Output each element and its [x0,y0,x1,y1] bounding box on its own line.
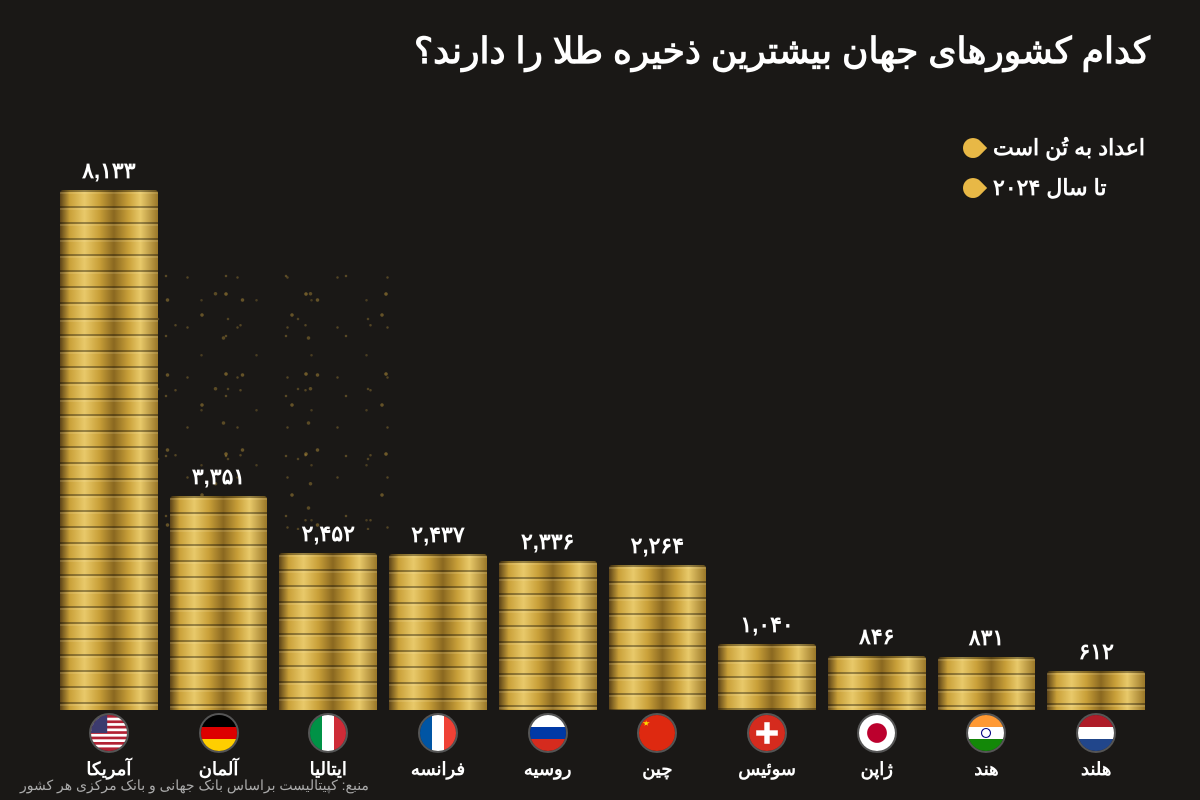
country-label: چین [642,759,672,780]
chart-title: کدام کشورهای جهان بیشترین ذخیره طلا را د… [414,30,1150,72]
x-axis-item: روسیه [499,713,597,780]
bar-value-label: ۸۴۶ [859,624,894,650]
flag-icon-jp [857,713,897,753]
source-credit: منبع: کپیتالیست براساس بانک جهانی و بانک… [20,777,369,794]
bar-value-label: ۳,۳۵۱ [192,464,245,490]
bar-value-label: ۲,۴۳۷ [411,522,464,548]
flag-icon-fr [418,713,458,753]
x-axis-item: هند [938,713,1036,780]
bar-nl: ۶۱۲ [1047,639,1145,710]
flag-icon-de [199,713,239,753]
bar-chart: ۸,۱۳۳ ۳,۳۵۱ ۲,۴۵۲ ۲,۴۳۷ ۲,۳۳۶ ۲,۲۶۴ ۱,۰۴… [60,150,1145,710]
x-axis-item: آمریکا [60,713,158,780]
gold-bar [170,496,268,710]
x-axis: آمریکا آلمان ایتالیا فرانسه روسیه چین سو… [60,713,1145,780]
gold-bar [279,553,377,710]
gold-bar [609,565,707,710]
gold-bar [718,644,816,710]
bar-value-label: ۲,۳۳۶ [521,529,574,555]
flag-icon-it [308,713,348,753]
bar-jp: ۸۴۶ [828,624,926,710]
country-label: هلند [1081,759,1111,780]
bar-value-label: ۶۱۲ [1078,639,1113,665]
country-label: فرانسه [411,759,465,780]
flag-icon-in [966,713,1006,753]
x-axis-item: ایتالیا [279,713,377,780]
flag-icon-cn [637,713,677,753]
gold-bar [60,190,158,710]
gold-bar [1047,671,1145,710]
flag-icon-ch [747,713,787,753]
gold-bar [938,657,1036,710]
bar-it: ۲,۴۵۲ [279,521,377,710]
bar-de: ۳,۳۵۱ [170,464,268,710]
flag-icon-ru [528,713,568,753]
bar-value-label: ۸,۱۳۳ [82,158,135,184]
bar-ch: ۱,۰۴۰ [718,612,816,710]
x-axis-item: آلمان [170,713,268,780]
country-label: سوئیس [738,759,796,780]
gold-bar [828,656,926,710]
x-axis-item: سوئیس [718,713,816,780]
country-label: ژاپن [861,759,893,780]
x-axis-item: هلند [1047,713,1145,780]
country-label: روسیه [524,759,572,780]
bar-fr: ۲,۴۳۷ [389,522,487,710]
flag-icon-nl [1076,713,1116,753]
bar-value-label: ۲,۴۵۲ [302,521,355,547]
bar-cn: ۲,۲۶۴ [609,533,707,710]
country-label: هند [974,759,998,780]
gold-bar [389,554,487,710]
x-axis-item: ژاپن [828,713,926,780]
gold-bar [499,561,597,710]
bar-value-label: ۲,۲۶۴ [631,533,684,559]
bar-value-label: ۸۳۱ [969,625,1004,651]
flag-icon-us [89,713,129,753]
x-axis-item: فرانسه [389,713,487,780]
bar-value-label: ۱,۰۴۰ [740,612,793,638]
x-axis-item: چین [609,713,707,780]
bar-in: ۸۳۱ [938,625,1036,710]
bar-ru: ۲,۳۳۶ [499,529,597,710]
bar-us: ۸,۱۳۳ [60,158,158,710]
